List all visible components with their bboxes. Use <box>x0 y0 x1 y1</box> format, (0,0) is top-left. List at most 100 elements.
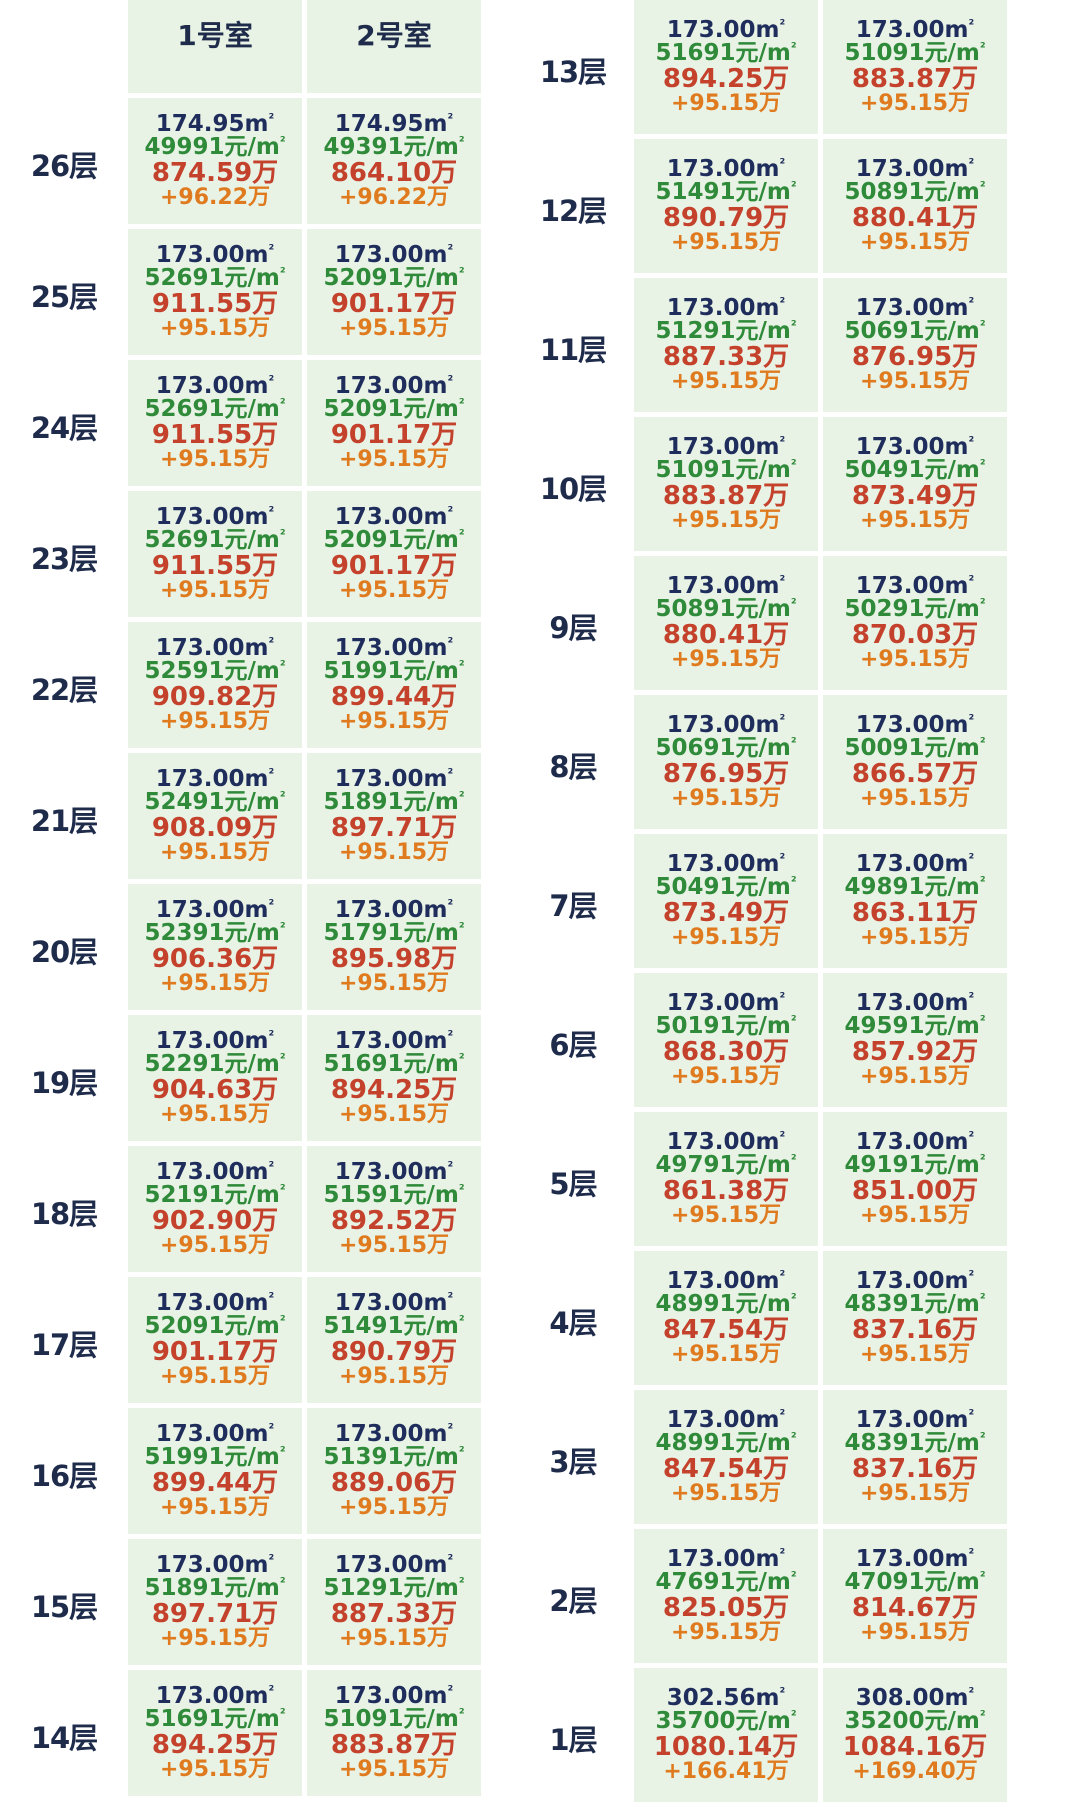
unit-cell: 173.00m² 52091元/m² 901.17万 +95.15万 <box>307 360 481 486</box>
unit-area: 173.00m <box>334 765 448 792</box>
unit-price: 50091元/m <box>844 735 980 762</box>
square-superscript: ² <box>979 1709 986 1725</box>
square-superscript: ² <box>790 1570 797 1586</box>
unit-area-line: 173.00m² <box>156 243 274 268</box>
square-superscript: ² <box>968 1685 975 1701</box>
unit-area: 173.00m <box>855 1545 969 1572</box>
square-superscript: ² <box>458 1183 465 1199</box>
floor-row: 24层 173.00m² 52691元/m² 911.55万 +95.15万 173.00… <box>0 360 486 491</box>
floor-label: 12层 <box>539 193 607 228</box>
square-superscript: ² <box>968 1407 975 1423</box>
unit-cell: 173.00m² 47091元/m² 814.67万 +95.15万 <box>823 1529 1007 1663</box>
unit-price: 49791元/m <box>655 1152 791 1179</box>
square-superscript: ² <box>447 1290 454 1306</box>
square-superscript: ² <box>979 875 986 891</box>
unit-price: 47091元/m <box>844 1569 980 1596</box>
unit-area-line: 173.00m² <box>666 16 785 43</box>
unit-total-line: 909.82万 <box>152 684 278 711</box>
unit-cell: 173.00m² 49791元/m² 861.38万 +95.15万 <box>634 1112 818 1246</box>
unit-diff-line: +95.15万 <box>860 1065 970 1089</box>
square-superscript: ² <box>979 180 986 196</box>
unit-price: 51091元/m <box>844 40 980 67</box>
square-superscript: ² <box>279 528 286 544</box>
square-superscript: ² <box>268 1290 275 1306</box>
unit-total: 899.44万 <box>151 1467 279 1498</box>
unit-area-line: 173.00m² <box>667 1408 785 1433</box>
unit-diff-line: +95.15万 <box>860 1482 970 1506</box>
square-superscript: ² <box>458 921 465 937</box>
unit-area: 173.00m <box>855 294 969 321</box>
floor-label: 16层 <box>30 1458 98 1493</box>
unit-cell: 173.00m² 52691元/m² 911.55万 +95.15万 <box>128 491 302 617</box>
square-superscript: ² <box>968 17 975 33</box>
floor-row: 10层 173.00m² 51091元/m² 883.87万 +95.15万 173.00… <box>512 417 1012 556</box>
unit-area-line: 173.00m² <box>667 1547 785 1572</box>
unit-diff: +95.15万 <box>338 1101 450 1127</box>
unit-total: 883.87万 <box>851 63 979 94</box>
unit-area: 173.00m <box>666 16 780 43</box>
unit-area: 173.00m <box>334 634 448 661</box>
unit-diff-line: +95.15万 <box>339 972 449 996</box>
unit-total-line: 851.00万 <box>852 1178 978 1205</box>
unit-area: 173.00m <box>855 989 969 1016</box>
unit-diff-line: +95.15万 <box>160 317 270 341</box>
floor-row: 11层 173.00m² 51291元/m² 887.33万 +95.15万 173.00… <box>512 278 1012 417</box>
unit-diff: +95.15万 <box>159 1232 271 1258</box>
unit-cell: 173.00m² 52391元/m² 906.36万 +95.15万 <box>128 884 302 1010</box>
unit-area: 173.00m <box>334 372 448 399</box>
unit-area: 173.00m <box>155 372 269 399</box>
unit-area: 173.00m <box>334 896 448 923</box>
floor-label: 9层 <box>549 610 597 645</box>
unit-total-line: 866.57万 <box>852 761 978 788</box>
unit-cell: 173.00m² 51491元/m² 890.79万 +95.15万 <box>634 139 818 273</box>
unit-diff-line: +166.41万 <box>663 1760 788 1784</box>
unit-cell: 173.00m² 52091元/m² 901.17万 +95.15万 <box>307 229 481 355</box>
square-superscript: ² <box>790 736 797 752</box>
unit-total-line: 1084.16万 <box>843 1734 987 1761</box>
unit-total-line: 874.59万 <box>152 160 278 187</box>
square-superscript: ² <box>268 373 275 389</box>
unit-diff: +95.15万 <box>670 1619 782 1645</box>
unit-price-line: 52191元/m² <box>144 1183 285 1208</box>
unit-area: 173.00m <box>334 241 448 268</box>
square-superscript: ² <box>279 921 286 937</box>
floor-label: 23层 <box>30 541 98 576</box>
unit-area-line: 174.95m² <box>156 112 274 137</box>
unit-price: 51691元/m <box>144 1706 280 1733</box>
unit-diff: +95.15万 <box>670 924 782 950</box>
unit-area-line: 173.00m² <box>667 1130 785 1155</box>
unit-total-line: 1080.14万 <box>654 1734 798 1761</box>
unit-price-line: 51991元/m² <box>323 659 464 684</box>
unit-price-line: 52091元/m² <box>323 266 464 291</box>
unit-area-line: 173.00m² <box>334 241 454 268</box>
square-superscript: ² <box>279 1445 286 1461</box>
unit-diff-line: +95.15万 <box>671 1065 781 1089</box>
unit-diff-line: +95.15万 <box>860 1343 970 1367</box>
unit-price: 48991元/m <box>655 1430 791 1457</box>
square-superscript: ² <box>979 1431 986 1447</box>
unit-total: 876.95万 <box>662 758 790 789</box>
unit-total-line: 895.98万 <box>331 946 457 973</box>
floor-label: 15层 <box>30 1589 98 1624</box>
unit-total: 814.67万 <box>851 1592 979 1623</box>
unit-diff: +95.15万 <box>338 1494 450 1520</box>
unit-price: 51091元/m <box>323 1706 459 1733</box>
unit-total: 890.79万 <box>662 202 790 233</box>
unit-diff-line: +95.15万 <box>338 708 450 734</box>
square-superscript: ² <box>458 528 465 544</box>
square-superscript: ² <box>268 1159 275 1175</box>
unit-price: 51091元/m <box>655 457 791 484</box>
unit-total: 857.92万 <box>851 1036 979 1067</box>
floor-row: 23层 173.00m² 52691元/m² 911.55万 +95.15万 173.00… <box>0 491 486 622</box>
square-superscript: ² <box>458 1314 465 1330</box>
unit-diff-line: +95.15万 <box>860 1621 970 1645</box>
square-superscript: ² <box>447 242 454 258</box>
unit-cell: 173.00m² 50891元/m² 880.41万 +95.15万 <box>823 139 1007 273</box>
square-superscript: ² <box>968 712 975 728</box>
unit-total: 911.55万 <box>151 550 279 581</box>
unit-total-line: 837.16万 <box>852 1456 978 1483</box>
unit-total: 864.10万 <box>330 157 458 188</box>
unit-total-line: 894.25万 <box>663 66 789 93</box>
floor-label: 17层 <box>30 1327 98 1362</box>
unit-diff: +95.15万 <box>338 708 450 734</box>
